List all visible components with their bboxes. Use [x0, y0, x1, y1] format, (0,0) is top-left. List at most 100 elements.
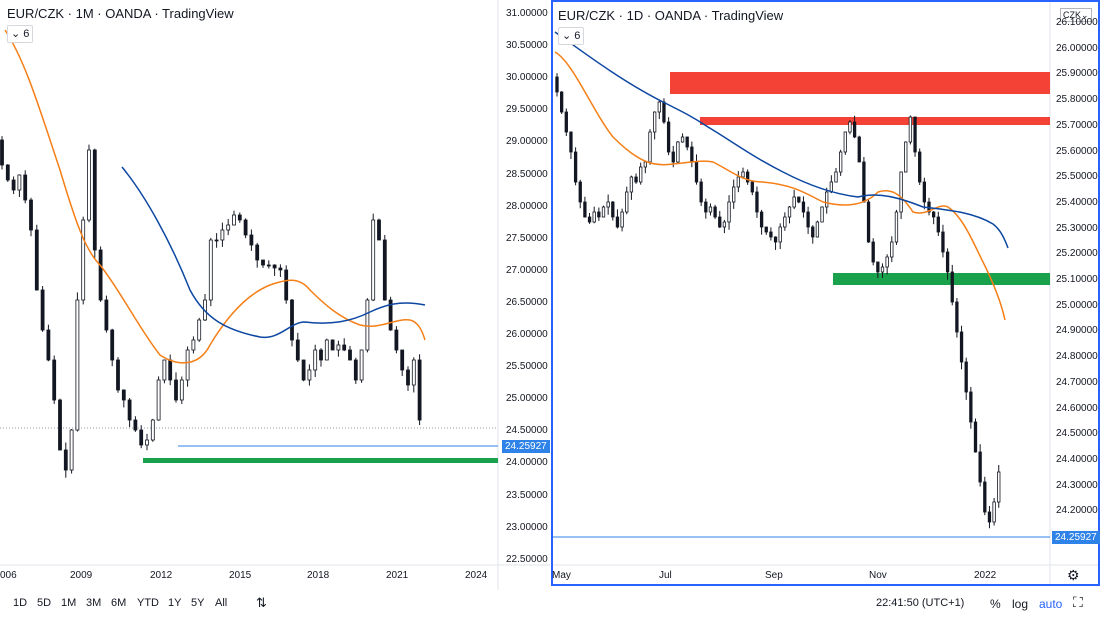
candle-body — [992, 501, 996, 523]
candle-body — [843, 131, 847, 153]
range-button-3m[interactable]: 3M — [86, 597, 102, 609]
chevron-down-icon: ⌄ — [562, 30, 572, 42]
right-price-label: 25.40000 — [1056, 196, 1098, 208]
candle-body — [110, 329, 115, 361]
candle-body — [307, 369, 312, 381]
left-price-label: 24.00000 — [506, 457, 548, 469]
candle-body — [87, 149, 91, 221]
percent-toggle[interactable]: % — [990, 597, 1001, 611]
candle-body — [104, 299, 109, 331]
left-time-label: 2015 — [229, 570, 252, 581]
candle-body — [208, 239, 213, 301]
candle-body — [133, 419, 138, 431]
candle-body — [417, 359, 422, 421]
candle-body — [185, 349, 190, 381]
left-indicator-badge[interactable]: ⌄ 6 — [7, 25, 34, 43]
right-ma-orange — [554, 51, 1006, 321]
right-time-label: Jul — [659, 570, 672, 581]
compare-icon[interactable]: ⇅ — [256, 595, 267, 610]
candle-body — [569, 131, 573, 153]
left-time-label: 2024 — [465, 570, 488, 581]
candle-body — [145, 439, 149, 446]
left-price-label: 30.50000 — [506, 40, 548, 52]
candle-body — [121, 389, 126, 401]
candle-body — [629, 176, 634, 193]
candle-body — [699, 181, 703, 203]
right-price-label: 25.80000 — [1056, 94, 1098, 106]
candle-body — [583, 201, 587, 218]
left-price-label: 27.50000 — [506, 232, 548, 244]
candle-body — [58, 399, 62, 451]
candle-body — [359, 349, 364, 381]
left-price-label: 27.00000 — [506, 264, 548, 276]
candle-body — [829, 181, 834, 193]
candle-body — [606, 201, 610, 208]
right-resistance-zone-lower — [700, 117, 1050, 125]
left-time-label: 006 — [0, 570, 17, 581]
range-button-5d[interactable]: 5D — [37, 597, 52, 609]
candle-body — [857, 136, 861, 163]
clock-time[interactable]: 22:41:50 (UTC+1) — [876, 597, 965, 609]
range-button-6m[interactable]: 6M — [111, 597, 127, 609]
range-button-5y[interactable]: 5Y — [191, 597, 205, 609]
candle-body — [959, 331, 964, 363]
candle-body — [880, 266, 885, 273]
left-chart-pane[interactable]: EUR/CZK · 1M · OANDA · TradingView ⌄ 6 3… — [0, 0, 550, 590]
left-time-label: 2012 — [150, 570, 173, 581]
candle-body — [848, 121, 852, 133]
right-indicator-badge[interactable]: ⌄ 6 — [558, 27, 585, 45]
candle-body — [301, 359, 306, 381]
candle-body — [382, 239, 387, 301]
right-price-label: 24.90000 — [1056, 325, 1098, 337]
candle-body — [174, 379, 178, 401]
right-price-label: 25.50000 — [1056, 171, 1098, 183]
right-candles — [555, 73, 1001, 529]
right-time-label: May — [552, 570, 571, 581]
candle-body — [922, 181, 927, 203]
right-price-label: 25.30000 — [1056, 222, 1098, 234]
currency-badge[interactable]: CZK⌄ — [1060, 8, 1092, 22]
range-button-ytd[interactable]: YTD — [137, 597, 159, 609]
candle-body — [694, 161, 699, 183]
candle-body — [92, 149, 97, 251]
log-toggle[interactable]: log — [1012, 597, 1029, 611]
right-chart-pane[interactable]: EUR/CZK · 1D · OANDA · TradingView ⌄ 6 C… — [551, 0, 1100, 586]
candle-body — [220, 229, 225, 241]
left-ma-orange — [4, 29, 426, 364]
range-button-all[interactable]: All — [215, 597, 228, 609]
candle-body — [834, 171, 838, 183]
candle-body — [815, 221, 820, 238]
right-price-label: 25.70000 — [1056, 119, 1098, 131]
candle-body — [34, 229, 39, 291]
gear-icon[interactable]: ⚙ — [1067, 567, 1080, 583]
candle-body — [214, 239, 219, 242]
candle-body — [371, 219, 376, 301]
left-chart-canvas[interactable] — [0, 0, 550, 590]
range-button-1y[interactable]: 1Y — [168, 597, 182, 609]
left-price-label: 28.00000 — [506, 200, 548, 212]
candle-body — [653, 111, 657, 133]
candle-body — [69, 429, 74, 471]
right-support-zone — [833, 273, 1050, 285]
auto-toggle[interactable]: auto — [1039, 597, 1063, 611]
candle-body — [871, 241, 875, 263]
candle-body — [601, 206, 606, 218]
candle-body — [29, 199, 33, 231]
candle-body — [564, 111, 568, 133]
right-chart-canvas[interactable] — [553, 2, 1098, 584]
right-price-label: 24.50000 — [1056, 428, 1098, 440]
range-button-1d[interactable]: 1D — [13, 597, 28, 609]
candle-body — [11, 179, 16, 191]
right-time-label: Nov — [869, 570, 887, 581]
chevron-down-icon: ⌄ — [11, 28, 21, 40]
candle-body — [290, 299, 294, 341]
candle-body — [336, 344, 341, 351]
left-support-zone — [143, 458, 498, 463]
candle-body — [578, 181, 582, 203]
candle-body — [950, 271, 954, 303]
candle-body — [394, 329, 399, 351]
fullscreen-icon[interactable]: ⛶ — [1073, 594, 1083, 610]
range-button-1m[interactable]: 1M — [61, 597, 77, 609]
candle-body — [778, 226, 782, 243]
right-price-label: 25.10000 — [1056, 274, 1098, 285]
